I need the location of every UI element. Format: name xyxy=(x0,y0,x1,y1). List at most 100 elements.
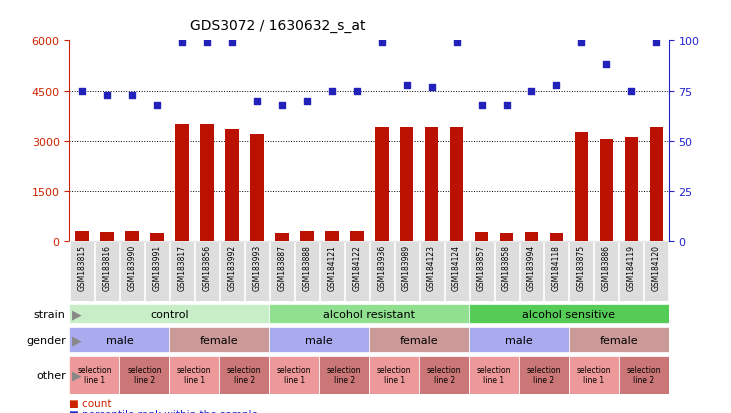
FancyBboxPatch shape xyxy=(370,242,393,301)
FancyBboxPatch shape xyxy=(520,242,543,301)
FancyBboxPatch shape xyxy=(569,356,619,394)
Point xyxy=(351,88,363,95)
Text: GSM184123: GSM184123 xyxy=(427,244,436,290)
Text: GSM184124: GSM184124 xyxy=(452,244,461,290)
FancyBboxPatch shape xyxy=(120,242,144,301)
Bar xyxy=(150,234,164,242)
Bar xyxy=(100,232,114,242)
Text: GDS3072 / 1630632_s_at: GDS3072 / 1630632_s_at xyxy=(190,19,366,33)
FancyBboxPatch shape xyxy=(70,242,94,301)
FancyBboxPatch shape xyxy=(519,356,569,394)
Text: male: male xyxy=(306,335,333,345)
FancyBboxPatch shape xyxy=(594,242,618,301)
Bar xyxy=(650,128,663,242)
Point xyxy=(326,88,338,95)
FancyBboxPatch shape xyxy=(145,242,169,301)
Text: GSM184118: GSM184118 xyxy=(552,244,561,290)
Text: male: male xyxy=(105,335,133,345)
Text: selection
line 1: selection line 1 xyxy=(77,365,112,385)
FancyBboxPatch shape xyxy=(619,356,669,394)
Bar xyxy=(200,125,213,242)
Bar xyxy=(624,138,638,242)
Text: GSM184119: GSM184119 xyxy=(627,244,636,290)
Bar xyxy=(599,140,613,242)
FancyBboxPatch shape xyxy=(170,242,194,301)
Text: GSM183887: GSM183887 xyxy=(277,244,287,290)
Text: selection
line 1: selection line 1 xyxy=(277,365,311,385)
FancyBboxPatch shape xyxy=(69,356,119,394)
FancyBboxPatch shape xyxy=(219,356,269,394)
Point xyxy=(626,88,637,95)
Bar xyxy=(125,232,139,242)
Text: other: other xyxy=(36,370,66,380)
Text: GSM183990: GSM183990 xyxy=(127,244,137,291)
Text: GSM183857: GSM183857 xyxy=(477,244,486,291)
Text: selection
line 2: selection line 2 xyxy=(127,365,162,385)
Text: ■ count: ■ count xyxy=(69,398,112,408)
Point xyxy=(201,40,213,47)
FancyBboxPatch shape xyxy=(545,242,569,301)
Bar xyxy=(525,233,538,242)
Point xyxy=(575,40,587,47)
Text: GSM184121: GSM184121 xyxy=(327,244,336,290)
Text: GSM183817: GSM183817 xyxy=(178,244,186,290)
Text: GSM183815: GSM183815 xyxy=(77,244,86,290)
Text: GSM183989: GSM183989 xyxy=(402,244,411,291)
Text: female: female xyxy=(200,335,238,345)
Text: GSM183994: GSM183994 xyxy=(527,244,536,291)
Point xyxy=(501,102,512,109)
FancyBboxPatch shape xyxy=(469,242,493,301)
Text: GSM184122: GSM184122 xyxy=(352,244,361,290)
Text: ▶: ▶ xyxy=(72,307,81,320)
FancyBboxPatch shape xyxy=(495,242,518,301)
Point xyxy=(176,40,188,47)
Text: male: male xyxy=(505,335,533,345)
Bar xyxy=(474,233,488,242)
Text: selection
line 1: selection line 1 xyxy=(577,365,611,385)
Point xyxy=(476,102,488,109)
FancyBboxPatch shape xyxy=(645,242,668,301)
FancyBboxPatch shape xyxy=(319,242,344,301)
FancyBboxPatch shape xyxy=(420,242,444,301)
Bar xyxy=(225,130,238,242)
Bar xyxy=(450,128,463,242)
Point xyxy=(601,62,613,69)
FancyBboxPatch shape xyxy=(269,328,369,352)
Text: control: control xyxy=(150,309,189,319)
Text: GSM183858: GSM183858 xyxy=(502,244,511,290)
Bar xyxy=(375,128,388,242)
FancyBboxPatch shape xyxy=(195,242,219,301)
Text: GSM183875: GSM183875 xyxy=(577,244,586,291)
Point xyxy=(301,98,313,105)
Text: selection
line 1: selection line 1 xyxy=(377,365,412,385)
Bar xyxy=(575,133,588,242)
FancyBboxPatch shape xyxy=(569,328,669,352)
Text: GSM184120: GSM184120 xyxy=(652,244,661,290)
Text: GSM183993: GSM183993 xyxy=(252,244,261,291)
Text: GSM183888: GSM183888 xyxy=(302,244,311,290)
Text: GSM183936: GSM183936 xyxy=(377,244,386,291)
Text: selection
line 2: selection line 2 xyxy=(327,365,361,385)
FancyBboxPatch shape xyxy=(469,328,569,352)
FancyBboxPatch shape xyxy=(369,356,419,394)
FancyBboxPatch shape xyxy=(69,305,269,323)
Text: selection
line 2: selection line 2 xyxy=(427,365,461,385)
FancyBboxPatch shape xyxy=(69,328,170,352)
Text: selection
line 2: selection line 2 xyxy=(227,365,262,385)
FancyBboxPatch shape xyxy=(119,356,170,394)
Point xyxy=(526,88,537,95)
FancyBboxPatch shape xyxy=(269,356,319,394)
Text: GSM183992: GSM183992 xyxy=(227,244,236,291)
Text: GSM183816: GSM183816 xyxy=(102,244,111,290)
Bar xyxy=(500,234,513,242)
Text: GSM183886: GSM183886 xyxy=(602,244,611,290)
FancyBboxPatch shape xyxy=(444,242,469,301)
Bar xyxy=(275,233,289,242)
FancyBboxPatch shape xyxy=(469,356,519,394)
Bar xyxy=(425,128,439,242)
Point xyxy=(76,88,88,95)
FancyBboxPatch shape xyxy=(95,242,119,301)
Bar xyxy=(300,232,314,242)
FancyBboxPatch shape xyxy=(395,242,419,301)
Point xyxy=(401,82,412,89)
